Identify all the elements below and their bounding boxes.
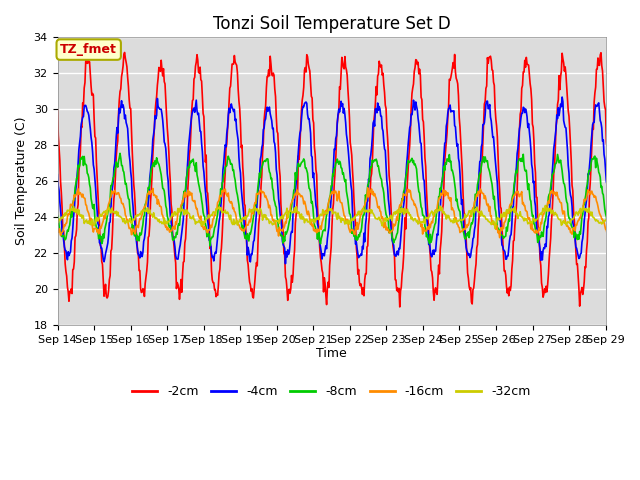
- -32cm: [259, 217, 266, 223]
- -8cm: [260, 158, 268, 164]
- -16cm: [230, 205, 237, 211]
- -16cm: [281, 223, 289, 228]
- -4cm: [122, 120, 130, 125]
- -16cm: [122, 214, 130, 219]
- -32cm: [443, 212, 451, 218]
- -2cm: [122, 60, 130, 65]
- -2cm: [632, 49, 640, 55]
- -32cm: [541, 203, 549, 208]
- -8cm: [116, 150, 124, 156]
- -16cm: [54, 228, 61, 234]
- X-axis label: Time: Time: [316, 348, 347, 360]
- -4cm: [558, 94, 566, 100]
- -16cm: [444, 190, 452, 195]
- -4cm: [411, 107, 419, 113]
- -32cm: [638, 218, 640, 224]
- -4cm: [259, 142, 266, 147]
- -8cm: [638, 206, 640, 212]
- Line: -16cm: -16cm: [58, 188, 640, 238]
- -4cm: [638, 165, 640, 170]
- -2cm: [396, 304, 404, 310]
- -2cm: [444, 115, 452, 120]
- Legend: -2cm, -4cm, -8cm, -16cm, -32cm: -2cm, -4cm, -8cm, -16cm, -32cm: [127, 380, 536, 403]
- -8cm: [282, 231, 290, 237]
- -2cm: [638, 117, 640, 122]
- -4cm: [54, 172, 61, 178]
- -32cm: [122, 218, 130, 224]
- -32cm: [281, 212, 289, 217]
- Line: -4cm: -4cm: [58, 97, 640, 264]
- Y-axis label: Soil Temperature (C): Soil Temperature (C): [15, 117, 28, 245]
- -4cm: [444, 110, 452, 116]
- -16cm: [259, 189, 266, 194]
- Title: Tonzi Soil Temperature Set D: Tonzi Soil Temperature Set D: [212, 15, 451, 33]
- Line: -2cm: -2cm: [58, 52, 640, 307]
- -4cm: [230, 108, 237, 114]
- -2cm: [259, 151, 266, 156]
- Line: -32cm: -32cm: [58, 205, 640, 228]
- -16cm: [364, 185, 372, 191]
- -4cm: [282, 261, 289, 266]
- -8cm: [231, 177, 239, 183]
- -8cm: [445, 158, 452, 164]
- -8cm: [123, 186, 131, 192]
- Text: TZ_fmet: TZ_fmet: [60, 43, 117, 56]
- -16cm: [638, 226, 640, 231]
- -2cm: [54, 107, 61, 113]
- -2cm: [281, 252, 289, 258]
- -32cm: [492, 226, 499, 231]
- -2cm: [411, 65, 419, 71]
- -8cm: [412, 163, 420, 169]
- -16cm: [411, 201, 419, 207]
- Line: -8cm: -8cm: [58, 153, 640, 246]
- -2cm: [230, 61, 237, 67]
- -16cm: [496, 235, 504, 240]
- -32cm: [54, 220, 61, 226]
- -8cm: [206, 243, 214, 249]
- -8cm: [54, 213, 61, 218]
- -32cm: [230, 216, 237, 222]
- -4cm: [281, 245, 289, 251]
- -32cm: [410, 216, 418, 222]
